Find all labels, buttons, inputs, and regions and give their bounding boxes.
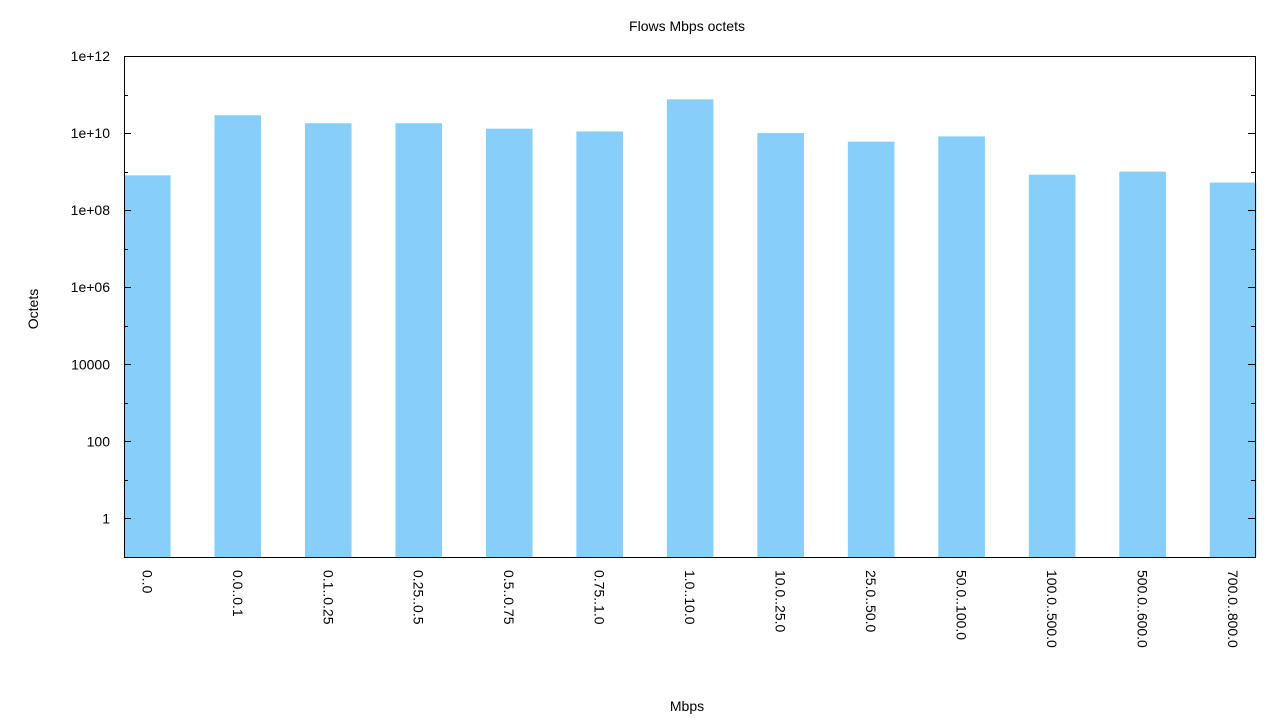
x-tick-label: 1.0..10.0 xyxy=(682,570,698,625)
bar xyxy=(847,141,895,557)
x-tick-label: 500.0..600.0 xyxy=(1135,570,1151,648)
y-axis-title: Octets xyxy=(25,289,41,329)
y-tick-label: 1e+12 xyxy=(71,48,111,64)
bars-layer xyxy=(124,99,1257,558)
x-tick-label: 700.0..800.0 xyxy=(1225,570,1241,648)
y-tick-label: 1e+06 xyxy=(71,279,111,295)
bar xyxy=(757,133,804,557)
bar xyxy=(304,123,352,558)
bar xyxy=(395,123,443,558)
bar xyxy=(485,128,533,557)
x-tick-label: 100.0..500.0 xyxy=(1044,570,1060,648)
y-tick-label: 10000 xyxy=(71,356,110,372)
x-tick-label: 0.5..0.75 xyxy=(501,570,517,625)
x-tick-label: 10.0..25.0 xyxy=(773,570,789,632)
x-tick-label: 25.0..50.0 xyxy=(863,570,879,632)
x-tick-label: 0..0 xyxy=(139,570,155,594)
y-tick-label: 1e+10 xyxy=(71,125,111,141)
bar xyxy=(1119,171,1166,557)
x-tick-label: 0.25..0.5 xyxy=(411,570,427,625)
y-tick-label: 100 xyxy=(87,433,111,449)
y-tick-label: 1 xyxy=(102,510,110,526)
bar xyxy=(666,99,714,557)
x-tick-label: 0.1..0.25 xyxy=(320,570,336,625)
bar xyxy=(938,136,985,557)
x-tick-label: 0.0..0.1 xyxy=(230,570,246,617)
x-axis: 0..0 0.0..0.1 0.1..0.25 0.25..0.5 0.5..0.75 0… xyxy=(139,570,1241,648)
bar xyxy=(214,115,262,557)
chart-title: Flows Mbps octets xyxy=(629,18,745,34)
y-tick-label: 1e+08 xyxy=(71,202,111,218)
x-tick-label: 50.0..100.0 xyxy=(954,570,970,640)
x-tick-label: 0.75..1.0 xyxy=(592,570,608,625)
bar xyxy=(1028,174,1076,558)
x-axis-title: Mbps xyxy=(670,698,704,714)
bar xyxy=(576,131,623,558)
y-axis: 1 100 10000 1e+06 1e+08 1e+10 1e+12 xyxy=(71,48,1255,558)
bar xyxy=(124,175,171,557)
bar xyxy=(1209,182,1257,557)
plot-frame xyxy=(124,56,1256,558)
